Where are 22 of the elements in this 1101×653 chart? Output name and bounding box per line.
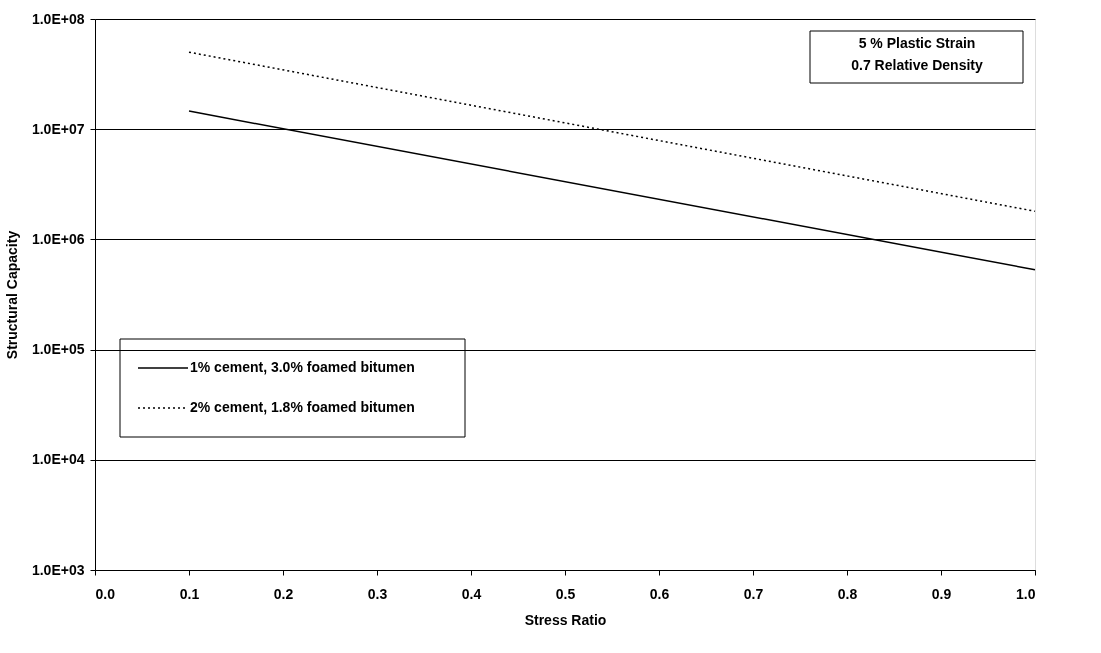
x-tick-label: 0.1 bbox=[179, 585, 200, 602]
x-tick-label: 0.5 bbox=[555, 585, 576, 602]
y-tick-label: 1.0E+04 bbox=[31, 451, 85, 468]
x-tick-label: 1.0 bbox=[1016, 585, 1036, 602]
y-axis-title: Structural Capacity bbox=[3, 230, 20, 360]
x-tick-label: 0.0 bbox=[95, 585, 116, 602]
annotation: 5 % Plastic Strain 0.7 Relative Density bbox=[851, 35, 983, 73]
x-axis-title: Stress Ratio bbox=[524, 611, 607, 628]
legend-label: 1% cement, 3.0% foamed bitumen bbox=[190, 359, 415, 375]
y-tick-label: 1.0E+07 bbox=[31, 120, 85, 137]
x-tick-label: 0.3 bbox=[367, 585, 388, 602]
x-tick-label: 0.6 bbox=[649, 585, 670, 602]
x-tick-label: 0.8 bbox=[837, 585, 858, 602]
x-tick-label: 0.2 bbox=[273, 585, 294, 602]
x-tick-label: 0.4 bbox=[461, 585, 482, 602]
y-tick-label: 1.0E+08 bbox=[31, 10, 85, 27]
x-tick-label: 0.7 bbox=[743, 585, 764, 602]
y-tick-label: 1.0E+06 bbox=[31, 230, 85, 247]
y-tick-label: 1.0E+03 bbox=[31, 561, 85, 578]
x-tick-label: 0.9 bbox=[931, 585, 952, 602]
legend-label: 2% cement, 1.8% foamed bitumen bbox=[190, 399, 415, 415]
y-tick-label: 1.0E+05 bbox=[31, 341, 85, 358]
